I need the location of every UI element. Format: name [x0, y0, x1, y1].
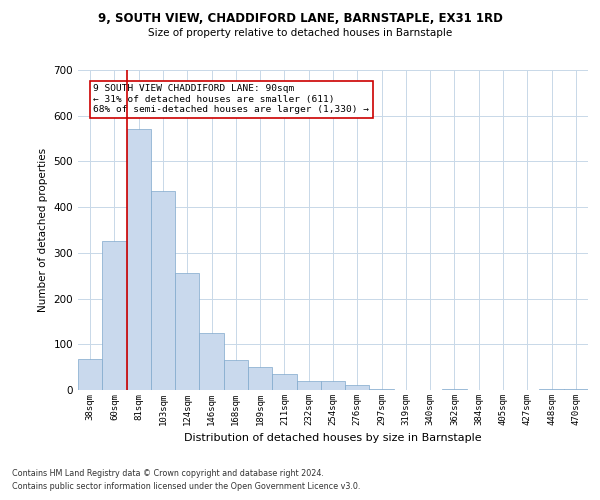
Bar: [248, 367, 272, 390]
Bar: [127, 130, 151, 390]
Bar: [272, 374, 296, 390]
Bar: [296, 381, 321, 390]
Bar: [151, 191, 175, 390]
Bar: [370, 388, 394, 390]
Bar: [442, 388, 467, 390]
Bar: [102, 242, 127, 390]
Bar: [564, 388, 588, 390]
Text: Contains HM Land Registry data © Crown copyright and database right 2024.: Contains HM Land Registry data © Crown c…: [12, 468, 324, 477]
Text: Contains public sector information licensed under the Open Government Licence v3: Contains public sector information licen…: [12, 482, 361, 491]
Bar: [199, 333, 224, 390]
X-axis label: Distribution of detached houses by size in Barnstaple: Distribution of detached houses by size …: [184, 434, 482, 444]
Text: Size of property relative to detached houses in Barnstaple: Size of property relative to detached ho…: [148, 28, 452, 38]
Bar: [345, 384, 370, 390]
Bar: [78, 359, 102, 390]
Text: 9, SOUTH VIEW, CHADDIFORD LANE, BARNSTAPLE, EX31 1RD: 9, SOUTH VIEW, CHADDIFORD LANE, BARNSTAP…: [98, 12, 502, 26]
Text: 9 SOUTH VIEW CHADDIFORD LANE: 90sqm
← 31% of detached houses are smaller (611)
6: 9 SOUTH VIEW CHADDIFORD LANE: 90sqm ← 31…: [94, 84, 370, 114]
Bar: [539, 388, 564, 390]
Bar: [224, 360, 248, 390]
Bar: [321, 381, 345, 390]
Bar: [175, 274, 199, 390]
Y-axis label: Number of detached properties: Number of detached properties: [38, 148, 48, 312]
